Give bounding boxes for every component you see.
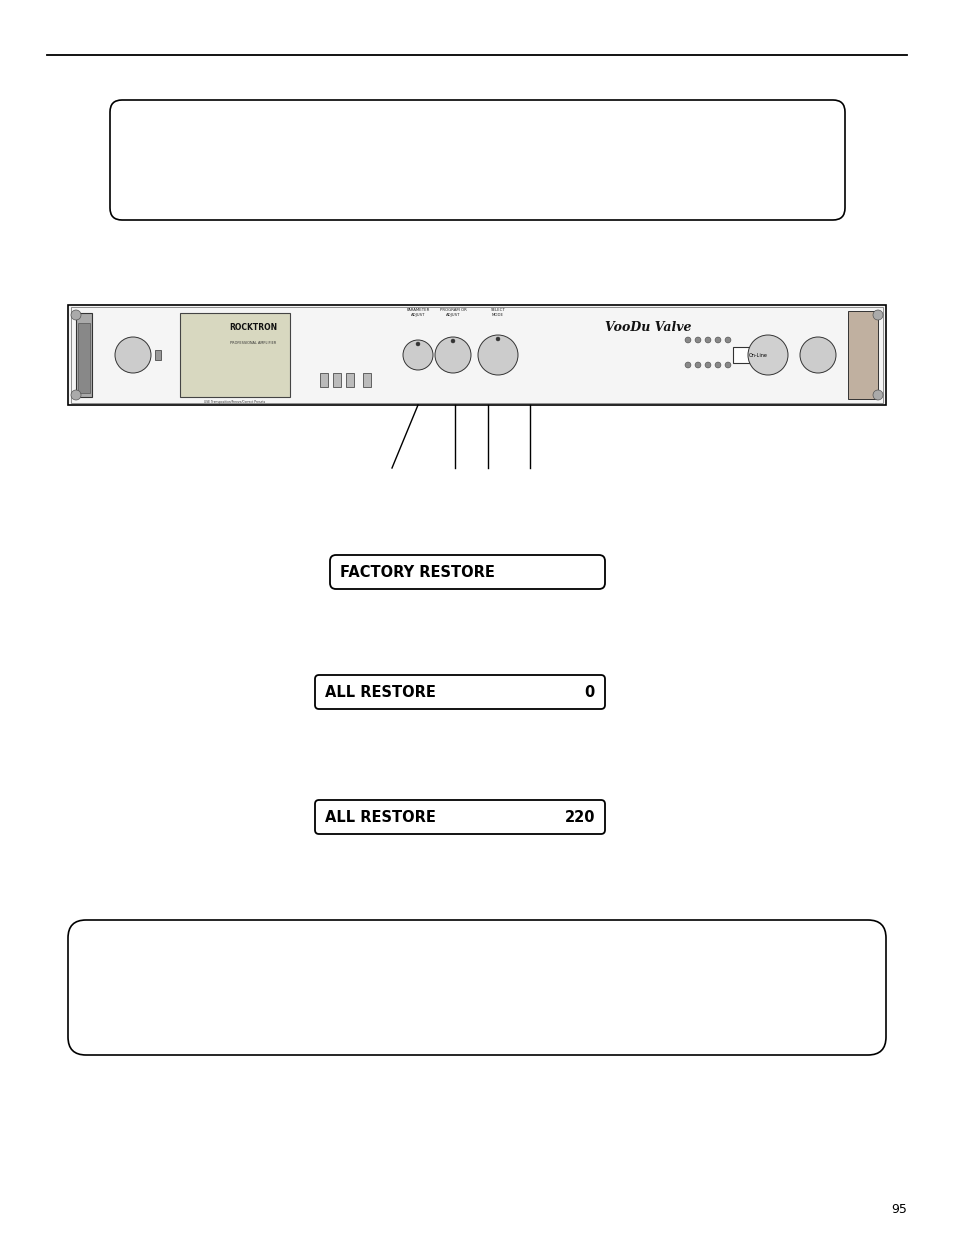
Bar (333, 373, 340, 387)
Circle shape (704, 337, 710, 343)
Circle shape (872, 390, 882, 400)
Circle shape (800, 337, 835, 373)
Circle shape (477, 335, 517, 375)
Circle shape (71, 390, 81, 400)
Circle shape (714, 337, 720, 343)
Circle shape (402, 340, 433, 370)
Text: PROFESSIONAL AMPLIFIER: PROFESSIONAL AMPLIFIER (230, 341, 275, 345)
Text: USE Transposition/Freeze/Correct Presets: USE Transposition/Freeze/Correct Presets (204, 400, 265, 404)
Text: PARAMETER
ADJUST: PARAMETER ADJUST (406, 308, 429, 316)
FancyBboxPatch shape (314, 800, 604, 834)
Bar (68, 305, 885, 405)
Text: PROGRAM OR
ADJUST: PROGRAM OR ADJUST (439, 308, 466, 316)
FancyBboxPatch shape (314, 676, 604, 709)
Text: ROCKTRON: ROCKTRON (229, 322, 276, 331)
Bar (346, 373, 354, 387)
Bar (71, 308, 882, 403)
Circle shape (695, 362, 700, 368)
Circle shape (695, 337, 700, 343)
FancyBboxPatch shape (110, 100, 844, 220)
Circle shape (71, 310, 81, 320)
Text: On-Line: On-Line (748, 352, 766, 357)
Circle shape (435, 337, 471, 373)
FancyBboxPatch shape (330, 555, 604, 589)
Circle shape (747, 335, 787, 375)
Bar (180, 312, 290, 396)
Text: ALL RESTORE: ALL RESTORE (325, 684, 436, 699)
Text: SELECT
MODE: SELECT MODE (490, 308, 505, 316)
Text: FACTORY RESTORE: FACTORY RESTORE (339, 564, 495, 579)
Bar (319, 373, 328, 387)
Circle shape (451, 338, 455, 343)
Circle shape (714, 362, 720, 368)
Bar (154, 350, 161, 359)
Bar (78, 324, 90, 393)
Circle shape (684, 362, 690, 368)
Circle shape (684, 337, 690, 343)
Text: VooDu Valve: VooDu Valve (604, 321, 691, 333)
FancyBboxPatch shape (68, 920, 885, 1055)
Text: 95: 95 (890, 1203, 906, 1216)
Bar (76, 312, 91, 396)
Bar (847, 311, 877, 399)
Text: ALL RESTORE: ALL RESTORE (325, 809, 436, 825)
Circle shape (872, 310, 882, 320)
Circle shape (115, 337, 151, 373)
Bar (363, 373, 371, 387)
Circle shape (704, 362, 710, 368)
Text: 220: 220 (564, 809, 595, 825)
Bar (732, 347, 782, 363)
Circle shape (416, 342, 419, 346)
Circle shape (496, 337, 499, 341)
Circle shape (724, 337, 730, 343)
Circle shape (724, 362, 730, 368)
Text: 0: 0 (584, 684, 595, 699)
